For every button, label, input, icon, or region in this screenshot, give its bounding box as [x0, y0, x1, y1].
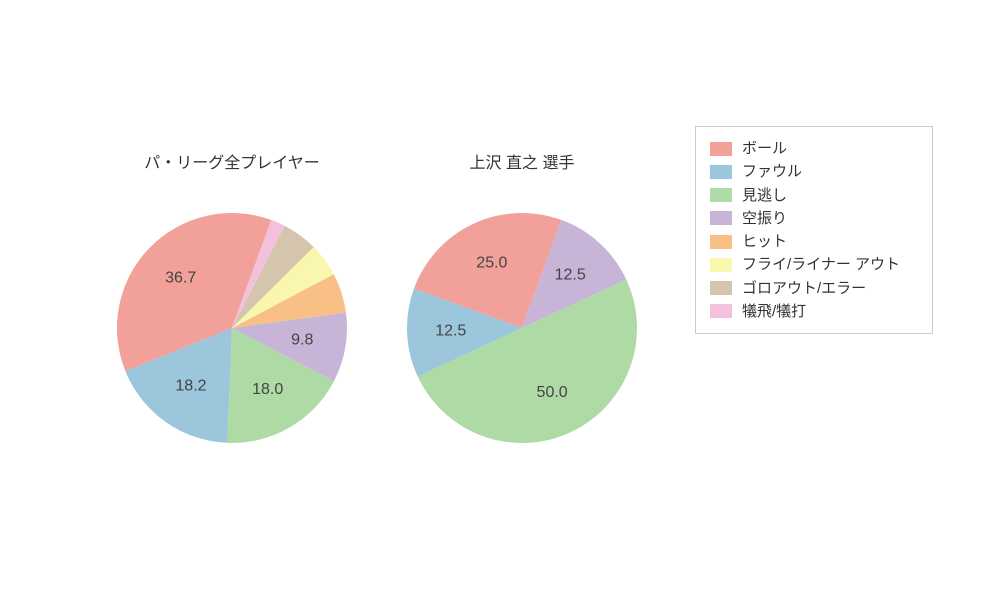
- pie-league-title: パ・リーグ全プレイヤー: [117, 149, 347, 173]
- legend: ボールファウル見逃し空振りヒットフライ/ライナー アウトゴロアウト/エラー犠飛/…: [695, 126, 933, 334]
- legend-item-ground_out: ゴロアウト/エラー: [710, 277, 918, 300]
- legend-swatch-sac: [710, 304, 732, 318]
- legend-item-ball: ボール: [710, 137, 918, 160]
- legend-swatch-fly_out: [710, 258, 732, 272]
- legend-item-foul: ファウル: [710, 160, 918, 183]
- legend-label-look: 見逃し: [742, 184, 787, 207]
- legend-swatch-swing: [710, 211, 732, 225]
- slice-label-ball: 36.7: [165, 270, 196, 287]
- legend-label-sac: 犠飛/犠打: [742, 300, 806, 323]
- legend-swatch-ground_out: [710, 281, 732, 295]
- legend-item-fly_out: フライ/ライナー アウト: [710, 253, 918, 276]
- legend-label-hit: ヒット: [742, 230, 787, 253]
- pie-player-svg: 25.0 12.5 50.0 12.5: [407, 213, 637, 443]
- chart-stage: { "background_color": "#ffffff", "catego…: [0, 0, 1000, 600]
- pie-league: パ・リーグ全プレイヤー 36.7 18.2 18.0 9.8: [117, 149, 347, 443]
- pie-player: 上沢 直之 選手 25.0 12.5 50.0 12.5: [407, 149, 637, 443]
- slice-label-swing: 9.8: [291, 332, 313, 349]
- legend-label-ball: ボール: [742, 137, 787, 160]
- legend-swatch-look: [710, 188, 732, 202]
- slice-label-look: 18.0: [252, 381, 283, 398]
- legend-swatch-ball: [710, 142, 732, 156]
- slice-label-look: 50.0: [537, 384, 568, 401]
- legend-label-ground_out: ゴロアウト/エラー: [742, 277, 866, 300]
- legend-item-swing: 空振り: [710, 207, 918, 230]
- legend-item-look: 見逃し: [710, 184, 918, 207]
- legend-swatch-foul: [710, 165, 732, 179]
- slice-label-foul: 18.2: [175, 378, 206, 395]
- legend-item-sac: 犠飛/犠打: [710, 300, 918, 323]
- legend-label-foul: ファウル: [742, 160, 802, 183]
- legend-label-fly_out: フライ/ライナー アウト: [742, 253, 900, 276]
- legend-item-hit: ヒット: [710, 230, 918, 253]
- slice-label-foul: 12.5: [435, 322, 466, 339]
- legend-label-swing: 空振り: [742, 207, 787, 230]
- slice-label-ball: 25.0: [476, 255, 507, 272]
- slice-label-swing: 12.5: [555, 267, 586, 284]
- legend-swatch-hit: [710, 235, 732, 249]
- pie-player-title: 上沢 直之 選手: [407, 149, 637, 173]
- pie-league-svg: 36.7 18.2 18.0 9.8: [117, 213, 347, 443]
